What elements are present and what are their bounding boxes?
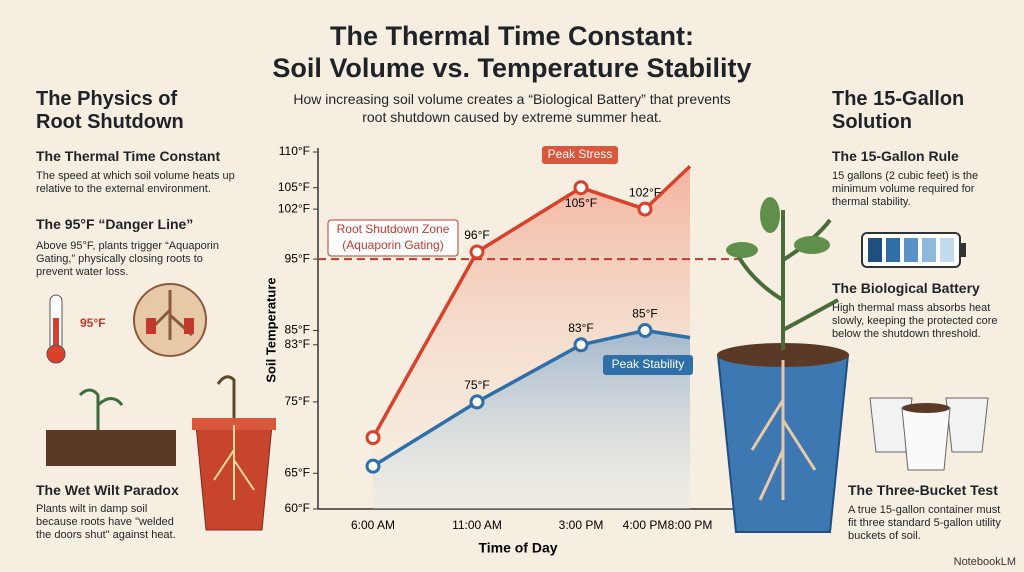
- title: The Thermal Time Constant: Soil Volume v…: [200, 20, 824, 84]
- value-label: 105°F: [565, 196, 597, 210]
- x-tick-label: 6:00 AM: [351, 518, 395, 532]
- data-point: [637, 201, 653, 217]
- y-tick-label: 60°F: [285, 501, 310, 515]
- y-tick-label: 105°F: [278, 180, 310, 194]
- section-title: The 95°F “Danger Line”: [36, 216, 194, 232]
- annotation: Peak Stress: [548, 147, 613, 161]
- red-pot-icon: [192, 375, 276, 531]
- annotation-box: [603, 355, 693, 375]
- root-circle-icon: [133, 283, 207, 357]
- x-tick-label: 11:00 AM: [452, 518, 502, 532]
- right-heading: The 15-Gallon Solution: [832, 88, 965, 133]
- x-axis-label: Time of Day: [478, 540, 557, 556]
- battery-icon: [861, 232, 966, 268]
- y-tick-label: 102°F: [278, 201, 310, 215]
- section-text: Plants wilt in damp soil because roots h…: [36, 503, 176, 541]
- y-tick-label: 110°F: [279, 144, 310, 158]
- data-point: [469, 394, 485, 410]
- data-point: [637, 323, 653, 338]
- y-tick-label: 75°F: [285, 394, 310, 408]
- three-buckets-icon: [869, 397, 989, 471]
- data-point: [469, 244, 485, 260]
- blue-bucket-icon: [716, 197, 850, 533]
- value-label: 102°F: [629, 185, 661, 199]
- data-point: [573, 337, 589, 353]
- annotation-box: [542, 146, 618, 164]
- section-title: The Thermal Time Constant: [36, 148, 221, 164]
- thermometer-label: 95°F: [80, 316, 106, 330]
- annotation: Peak Stability: [612, 357, 685, 371]
- series-area: [373, 330, 690, 509]
- data-point: [365, 458, 381, 474]
- x-tick-label: 4:00 PM: [623, 518, 668, 532]
- value-label: 96°F: [464, 228, 489, 242]
- value-label: 83°F: [568, 321, 593, 335]
- y-tick-label: 95°F: [285, 251, 310, 265]
- section-title: The Three-Bucket Test: [848, 482, 998, 498]
- annotation: Root Shutdown Zone: [337, 222, 450, 236]
- section-title: The Wet Wilt Paradox: [36, 482, 179, 498]
- x-tick-label: 8:00 PM: [668, 518, 713, 532]
- section-text: The speed at which soil volume heats up …: [36, 170, 235, 195]
- section-text: Above 95°F, plants trigger “Aquaporin Ga…: [36, 240, 219, 278]
- y-axis-label: Soil Temperature: [263, 277, 278, 382]
- y-tick-label: 65°F: [285, 465, 310, 479]
- section-text: High thermal mass absorbs heat slowly, k…: [832, 302, 998, 340]
- y-tick-label: 85°F: [285, 323, 310, 337]
- x-tick-label: 3:00 PM: [559, 518, 604, 532]
- title-line: Soil Volume vs. Temperature Stability: [272, 53, 752, 83]
- section-title: The Biological Battery: [832, 280, 980, 296]
- left-heading: The Physics of Root Shutdown: [36, 88, 184, 133]
- value-label: 75°F: [464, 378, 489, 392]
- annotation: (Aquaporin Gating): [342, 238, 443, 252]
- brand: NotebookLM: [953, 556, 1016, 568]
- title-line: The Thermal Time Constant:: [329, 21, 695, 51]
- value-label: 85°F: [632, 307, 657, 321]
- thermometer-icon: [46, 294, 66, 364]
- subtitle: How increasing soil volume creates a “Bi…: [293, 91, 731, 125]
- data-point: [365, 430, 381, 446]
- y-tick-label: 83°F: [285, 337, 310, 351]
- annotation-box: [327, 219, 459, 257]
- data-point: [573, 180, 589, 196]
- section-title: The 15-Gallon Rule: [832, 148, 959, 164]
- section-text: A true 15-gallon container must fit thre…: [848, 504, 1001, 542]
- section-text: 15 gallons (2 cubic feet) is the minimum…: [832, 170, 979, 208]
- wilting-plant-icon: [46, 388, 176, 466]
